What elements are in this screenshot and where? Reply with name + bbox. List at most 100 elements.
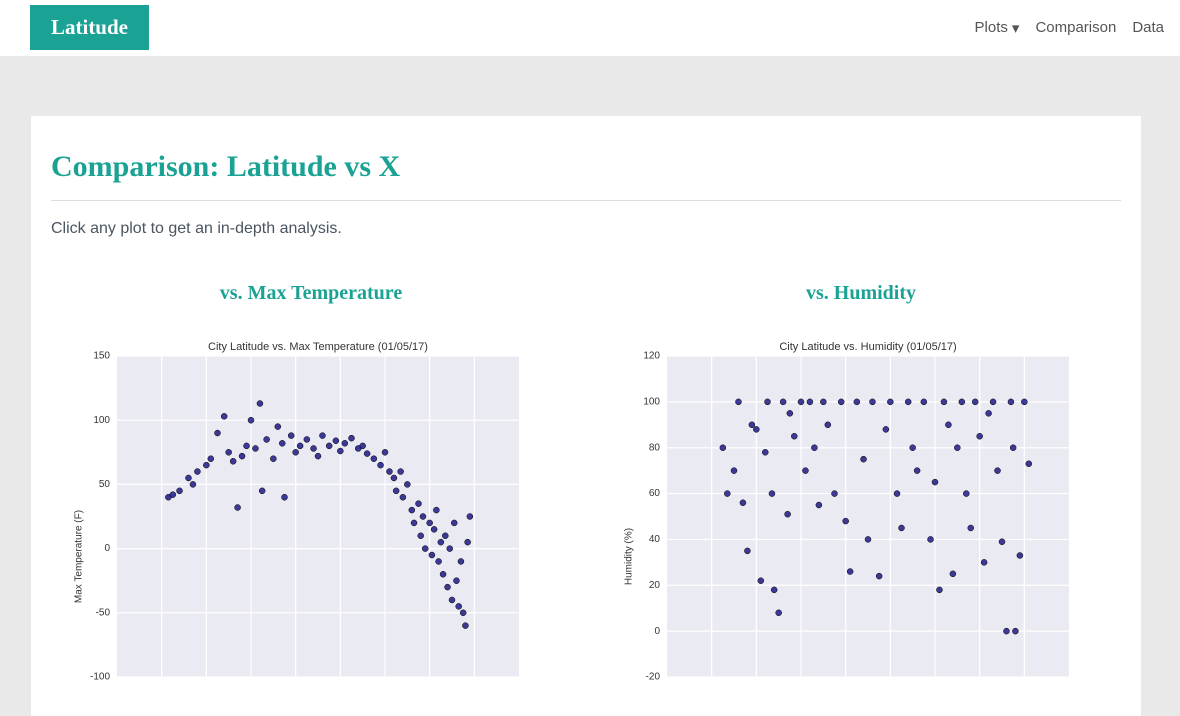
point bbox=[963, 490, 970, 497]
point bbox=[386, 468, 393, 475]
point bbox=[359, 442, 366, 450]
point bbox=[920, 398, 928, 406]
point bbox=[457, 558, 465, 565]
point bbox=[898, 524, 905, 532]
point bbox=[893, 490, 901, 497]
y-tick-label: 0 bbox=[104, 543, 110, 554]
point bbox=[270, 455, 277, 462]
y-tick-label: 40 bbox=[649, 534, 661, 545]
point bbox=[739, 499, 747, 506]
point bbox=[325, 442, 333, 450]
point bbox=[225, 449, 232, 456]
plot[interactable]: -100 -50 0 50 100 150 City Latitude vs. Max Te… bbox=[74, 341, 519, 683]
point bbox=[784, 510, 791, 518]
point bbox=[1012, 627, 1019, 635]
point bbox=[252, 445, 259, 452]
point bbox=[296, 442, 304, 450]
point bbox=[381, 449, 389, 456]
point bbox=[869, 398, 876, 406]
point bbox=[185, 474, 192, 482]
point bbox=[976, 433, 983, 440]
point bbox=[811, 444, 818, 451]
point bbox=[994, 467, 1001, 474]
point bbox=[428, 551, 436, 559]
point bbox=[864, 536, 872, 543]
point bbox=[913, 467, 921, 474]
point bbox=[786, 410, 794, 417]
plot-heading: vs. Humidity bbox=[805, 282, 917, 304]
point bbox=[904, 398, 912, 406]
point bbox=[949, 570, 957, 578]
point bbox=[442, 532, 449, 540]
point bbox=[791, 433, 798, 440]
point bbox=[203, 461, 210, 469]
point bbox=[363, 450, 371, 457]
y-tick-label: -20 bbox=[646, 672, 661, 683]
point bbox=[444, 583, 451, 591]
point bbox=[263, 436, 270, 443]
point bbox=[980, 559, 988, 566]
point bbox=[229, 458, 237, 465]
point bbox=[936, 586, 943, 594]
point bbox=[455, 603, 462, 610]
point bbox=[744, 547, 751, 555]
point bbox=[247, 416, 255, 424]
point bbox=[831, 490, 838, 497]
intro-text: Click any plot to get an in-depth analys… bbox=[51, 220, 342, 237]
point bbox=[940, 398, 948, 406]
point bbox=[882, 426, 890, 433]
point bbox=[815, 501, 823, 509]
point bbox=[234, 504, 241, 511]
charts: -100 -50 0 50 100 150 City Latitude vs. Max Te… bbox=[74, 341, 1069, 683]
y-tick-label: -100 bbox=[90, 672, 110, 683]
point bbox=[281, 493, 288, 501]
point bbox=[448, 596, 456, 604]
point bbox=[757, 577, 765, 584]
point bbox=[417, 532, 424, 540]
point bbox=[719, 444, 727, 451]
nav-link[interactable]: Data bbox=[1132, 19, 1164, 36]
point bbox=[985, 410, 992, 417]
brand[interactable]: Latitude bbox=[30, 5, 149, 50]
point bbox=[377, 461, 384, 469]
point bbox=[762, 449, 769, 456]
point bbox=[853, 398, 861, 406]
y-tick-label: 60 bbox=[649, 488, 661, 499]
point bbox=[207, 455, 215, 462]
point bbox=[459, 609, 467, 617]
point bbox=[735, 398, 742, 406]
point bbox=[292, 449, 299, 456]
y-tick-label: 80 bbox=[649, 442, 661, 453]
point bbox=[989, 398, 997, 406]
point bbox=[768, 490, 776, 497]
point bbox=[238, 452, 246, 460]
point bbox=[243, 442, 250, 450]
y-tick-label: 150 bbox=[93, 351, 110, 362]
point bbox=[837, 398, 845, 406]
chart-title: City Latitude vs. Humidity (01/05/17) bbox=[779, 341, 956, 353]
plot-heading: vs. Max Temperature bbox=[219, 282, 403, 304]
point bbox=[967, 524, 974, 532]
point bbox=[462, 622, 469, 629]
point bbox=[435, 558, 442, 565]
point bbox=[397, 468, 404, 475]
point bbox=[274, 423, 282, 430]
point bbox=[415, 500, 422, 507]
point bbox=[453, 577, 460, 584]
plot[interactable]: -20 0 20 40 60 80 100 120 City Latitude vs. Humi… bbox=[624, 341, 1069, 683]
point bbox=[1003, 627, 1010, 635]
nav-link[interactable]: Plots bbox=[974, 19, 1008, 36]
point bbox=[421, 545, 429, 552]
point bbox=[433, 506, 440, 514]
point bbox=[408, 506, 416, 514]
point bbox=[410, 519, 418, 527]
y-tick-label: -50 bbox=[96, 607, 111, 618]
point bbox=[189, 481, 197, 488]
dropdown-caret[interactable]: ▾ bbox=[1011, 20, 1020, 37]
nav-link[interactable]: Comparison bbox=[1035, 19, 1117, 36]
point bbox=[287, 432, 295, 439]
point bbox=[887, 398, 894, 406]
point bbox=[724, 490, 731, 497]
y-tick-label: 100 bbox=[643, 396, 660, 407]
point bbox=[341, 440, 349, 447]
